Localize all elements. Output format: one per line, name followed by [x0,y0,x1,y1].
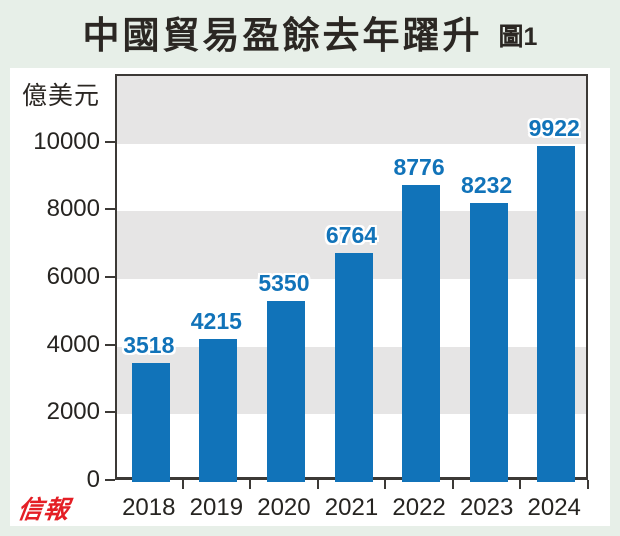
value-label-2024: 9922 [528,115,580,142]
bar-2018 [131,362,170,482]
x-axis-tick [249,480,252,489]
y-axis-tick-label: 10000 [33,127,100,155]
x-axis-tick [451,480,454,489]
bar-2021 [334,253,373,482]
value-label-2020: 5350 [258,269,310,296]
x-axis-tick [519,480,522,489]
chart-title: 中國貿易盈餘去年躍升 [82,15,483,56]
value-label-2019: 4215 [190,308,242,335]
x-axis-tick [181,480,184,489]
x-axis-tick [316,480,319,489]
y-axis-tick-label: 6000 [46,263,100,290]
x-axis-label-2021: 2021 [324,494,379,521]
publisher-logo: 信報 [15,497,72,524]
y-axis-tick [105,276,115,278]
value-label-2021: 6764 [325,222,378,249]
x-axis-label-2023: 2023 [459,494,514,521]
x-axis-label-2019: 2019 [189,494,244,521]
x-axis-label-2024: 2024 [527,494,581,521]
x-axis-tick [587,480,589,489]
x-axis-label-2018: 2018 [122,494,176,521]
bar-2024 [537,146,576,482]
plot-area [115,74,588,482]
y-axis-tick [105,479,115,481]
x-axis-label-2020: 2020 [257,494,311,521]
y-axis-tick [105,343,115,346]
value-label-2023: 8232 [461,172,513,199]
x-axis-label-2022: 2022 [392,494,446,521]
x-axis-tick [384,480,387,489]
y-axis-tick-label: 2000 [46,398,100,426]
bar-2022 [402,185,441,482]
y-axis-tick [105,208,115,211]
title-row: 中國貿易盈餘去年躍升 圖1 [0,4,620,60]
y-axis-tick-label: 4000 [46,330,100,358]
bar-2023 [469,203,508,482]
value-label-2018: 3518 [123,331,175,358]
y-axis-tick-label: 0 [86,466,100,493]
bar-2019 [199,339,238,482]
value-label-2022: 8776 [393,154,445,181]
y-axis-tick [105,140,115,143]
y-axis-tick-label: 8000 [46,195,100,223]
background-band [117,76,586,144]
figure-number-label: 圖1 [498,23,538,51]
y-axis-unit-label: 億美元 [22,82,101,110]
bar-2020 [266,300,305,482]
chart-panel: 億美元 3518 4215 5350 6764 8776 8232 9922 0 2000 400… [10,68,610,526]
y-axis-tick [105,411,115,414]
